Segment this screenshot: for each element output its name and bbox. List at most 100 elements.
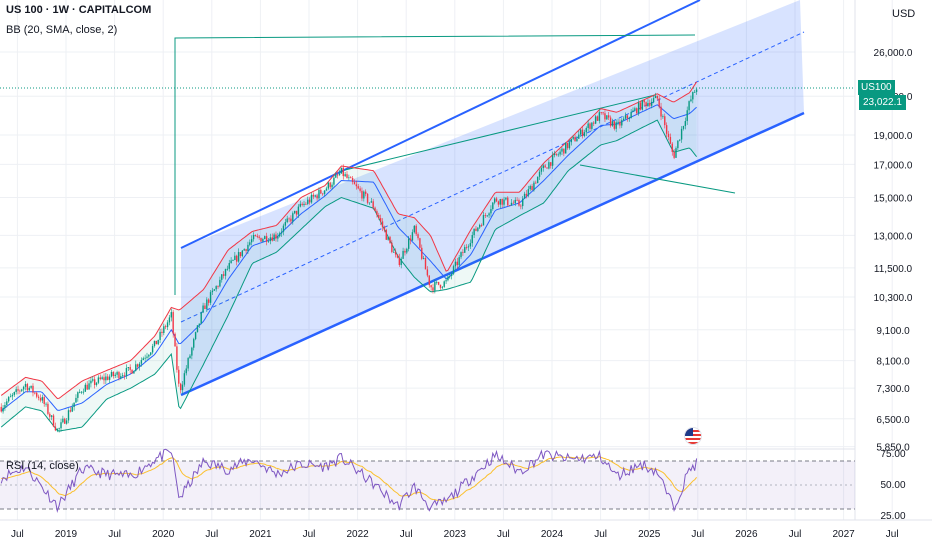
candle[interactable] [62,415,64,424]
candle[interactable] [658,95,660,109]
candle[interactable] [413,225,415,234]
candle[interactable] [15,386,17,395]
candle[interactable] [555,153,558,157]
candle[interactable] [548,159,550,170]
candle[interactable] [400,256,402,269]
candle[interactable] [267,237,270,244]
candle[interactable] [460,251,462,260]
candle[interactable] [576,136,578,142]
candle[interactable] [522,195,524,210]
candle[interactable] [622,116,625,121]
candle[interactable] [434,279,436,294]
candle[interactable] [333,174,335,187]
candle[interactable] [286,215,288,224]
candle[interactable] [557,152,559,157]
candle[interactable] [120,373,122,380]
candle[interactable] [632,107,634,112]
candle[interactable] [662,114,664,119]
candle[interactable] [138,361,141,371]
candle[interactable] [112,371,115,379]
candle[interactable] [252,232,255,242]
channel-upper-line[interactable] [180,0,701,249]
candle[interactable] [615,119,617,133]
candle[interactable] [93,376,96,389]
candle[interactable] [213,288,215,291]
candle[interactable] [13,391,15,397]
candle[interactable] [520,204,522,210]
candle[interactable] [34,392,36,395]
candle[interactable] [366,192,369,205]
candle[interactable] [245,248,247,254]
candle[interactable] [77,391,79,402]
candle[interactable] [84,382,87,392]
candle[interactable] [379,214,382,226]
candle[interactable] [75,394,77,403]
candle[interactable] [86,381,88,391]
candle[interactable] [185,365,187,376]
candle[interactable] [108,374,111,383]
candle[interactable] [426,266,429,278]
candle[interactable] [232,259,234,261]
candle[interactable] [574,134,576,142]
candle[interactable] [608,111,610,120]
bb-basis-line[interactable] [0,104,697,412]
candle[interactable] [166,320,169,330]
candle[interactable] [409,234,412,245]
candle[interactable] [452,264,455,276]
bb-upper-line[interactable] [0,81,698,400]
candle[interactable] [243,248,245,251]
candle[interactable] [322,193,324,196]
candle[interactable] [417,232,419,241]
bb-lower-line[interactable] [0,119,697,432]
candle[interactable] [279,231,281,238]
candle[interactable] [320,188,322,194]
candle[interactable] [634,106,636,112]
candle[interactable] [570,138,573,146]
candle[interactable] [230,257,232,264]
candle[interactable] [135,360,137,372]
candle[interactable] [628,116,630,122]
candle[interactable] [424,256,427,270]
candle[interactable] [64,417,66,424]
candle[interactable] [639,100,642,111]
candle[interactable] [488,212,490,219]
candle[interactable] [645,101,647,110]
candle[interactable] [222,271,225,279]
candle[interactable] [331,182,333,190]
candle[interactable] [308,197,311,205]
candle[interactable] [211,287,214,296]
candle[interactable] [107,373,109,381]
candle[interactable] [458,254,460,268]
candle[interactable] [579,128,582,137]
candle[interactable] [30,385,32,390]
candle[interactable] [67,408,70,424]
candle[interactable] [140,357,143,367]
candle[interactable] [383,225,386,233]
candle[interactable] [338,169,341,177]
candle[interactable] [47,401,49,416]
candle[interactable] [150,352,152,356]
candle[interactable] [493,197,496,205]
candle[interactable] [677,140,679,150]
candle[interactable] [357,183,359,190]
candle[interactable] [327,181,330,190]
candle[interactable] [415,224,417,237]
candle[interactable] [374,206,376,212]
candle[interactable] [422,255,425,260]
candle[interactable] [501,198,503,208]
candle[interactable] [4,402,6,411]
candle[interactable] [525,190,528,199]
candle[interactable] [536,176,539,184]
candle[interactable] [189,354,191,359]
candle[interactable] [443,280,445,288]
candle[interactable] [542,163,544,172]
candle[interactable] [688,100,690,114]
candle[interactable] [559,149,561,157]
candle[interactable] [652,95,655,104]
candle[interactable] [381,218,384,232]
candle[interactable] [250,235,253,246]
rsi-axis[interactable]: 75.00 50.00 25.00 [880,449,905,522]
candle[interactable] [198,323,201,328]
candle[interactable] [598,109,601,124]
candle[interactable] [679,139,681,142]
